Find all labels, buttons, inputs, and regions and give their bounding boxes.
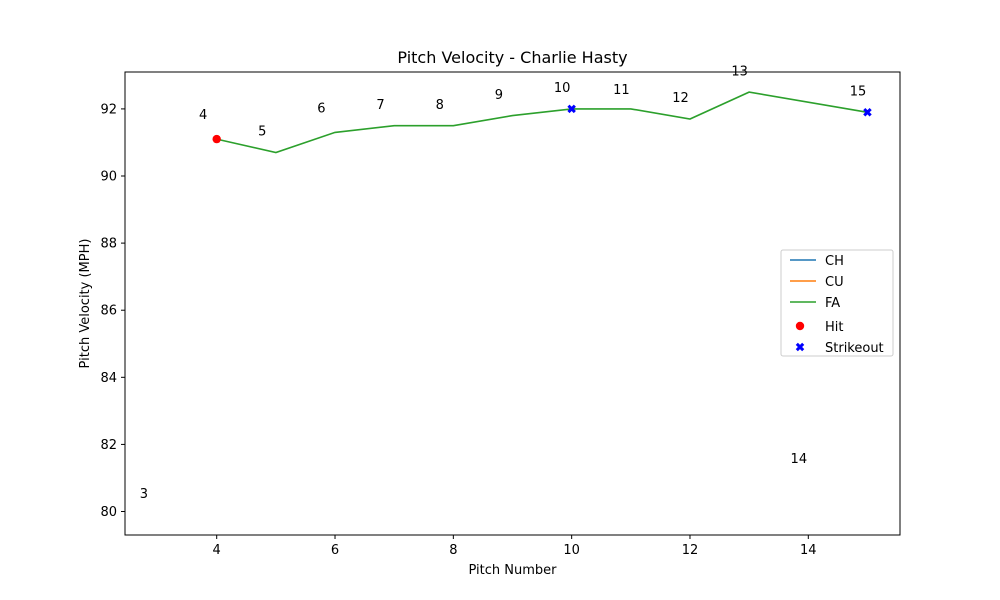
- x-tick-label: 10: [563, 543, 580, 558]
- plot-frame: [124, 71, 901, 536]
- y-tick-label: 92: [100, 102, 117, 117]
- strikeout-marker: [567, 104, 576, 114]
- pitch-number-annotation: 9: [495, 88, 503, 103]
- pitch-number-annotation: 3: [140, 487, 148, 502]
- legend-label: Strikeout: [825, 341, 884, 356]
- hit-marker: [212, 134, 221, 144]
- legend-label: CU: [825, 275, 844, 290]
- y-tick-label: 86: [100, 304, 117, 319]
- legend-label: Hit: [825, 320, 843, 335]
- pitch-number-annotation: 12: [672, 91, 689, 106]
- legend-swatch: [795, 342, 805, 352]
- x-tick-label: 4: [213, 543, 221, 558]
- x-tick-label: 12: [682, 543, 699, 558]
- y-tick-label: 90: [100, 170, 117, 185]
- legend-label: CH: [825, 254, 844, 269]
- chart-title: Pitch Velocity - Charlie Hasty: [397, 48, 627, 67]
- pitch-number-annotation: 10: [554, 81, 571, 96]
- pitch-number-annotation: 11: [613, 83, 630, 98]
- x-axis-label: Pitch Number: [468, 563, 557, 578]
- y-tick-label: 80: [100, 505, 117, 520]
- legend-swatch: [795, 321, 805, 331]
- legend: CH CU FA Hit Strikeout: [780, 249, 894, 357]
- y-tick-label: 84: [100, 371, 117, 386]
- y-tick-label: 82: [100, 438, 117, 453]
- y-axis-label: Pitch Velocity (MPH): [78, 239, 93, 369]
- pitch-number-annotation: 15: [850, 84, 867, 99]
- pitch-number-annotation: 14: [791, 452, 808, 467]
- legend-box: [780, 249, 894, 357]
- x-axis: 4 6 8 10 12 14: [213, 535, 817, 558]
- legend-label: FA: [825, 296, 840, 311]
- y-tick-label: 88: [100, 237, 117, 252]
- x-tick-label: 8: [449, 543, 457, 558]
- series-line-fa: [216, 91, 868, 154]
- y-axis: 80 82 84 86 88 90 92: [100, 102, 125, 520]
- x-tick-label: 6: [331, 543, 339, 558]
- pitch-number-annotation: 7: [376, 98, 384, 113]
- pitch-number-annotation: 6: [317, 101, 325, 116]
- pitch-number-annotation: 5: [258, 125, 266, 140]
- strikeout-marker: [863, 108, 872, 117]
- pitch-number-annotation: 8: [436, 98, 444, 113]
- x-tick-label: 14: [800, 543, 817, 558]
- pitch-number-annotation: 4: [199, 108, 207, 123]
